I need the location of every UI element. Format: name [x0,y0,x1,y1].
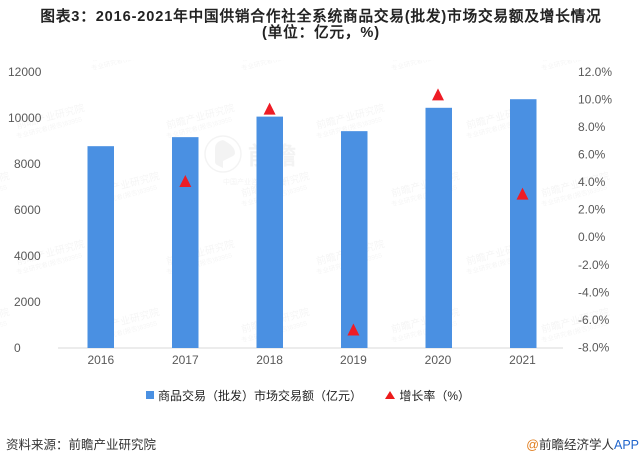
svg-text:-2.0%: -2.0% [578,258,610,272]
svg-text:2020: 2020 [425,353,452,367]
svg-text:10.0%: 10.0% [578,92,612,106]
svg-text:2.0%: 2.0% [578,203,606,217]
svg-text:12000: 12000 [8,65,42,79]
svg-text:2000: 2000 [14,295,41,309]
svg-text:6000: 6000 [14,203,41,217]
svg-text:0.0%: 0.0% [578,230,606,244]
svg-text:12.0%: 12.0% [578,65,612,79]
svg-text:2017: 2017 [172,353,199,367]
svg-text:10000: 10000 [8,111,42,125]
svg-text:2019: 2019 [340,353,367,367]
svg-text:-4.0%: -4.0% [578,285,610,299]
svg-text:-6.0%: -6.0% [578,313,610,327]
svg-text:6.0%: 6.0% [578,148,606,162]
svg-text:8.0%: 8.0% [578,120,606,134]
svg-text:4.0%: 4.0% [578,175,606,189]
svg-text:2016: 2016 [87,353,114,367]
svg-text:2021: 2021 [509,353,536,367]
svg-text:8000: 8000 [14,157,41,171]
svg-text:-8.0%: -8.0% [578,341,610,355]
svg-text:2018: 2018 [256,353,283,367]
svg-text:4000: 4000 [14,249,41,263]
svg-text:0: 0 [14,341,21,355]
